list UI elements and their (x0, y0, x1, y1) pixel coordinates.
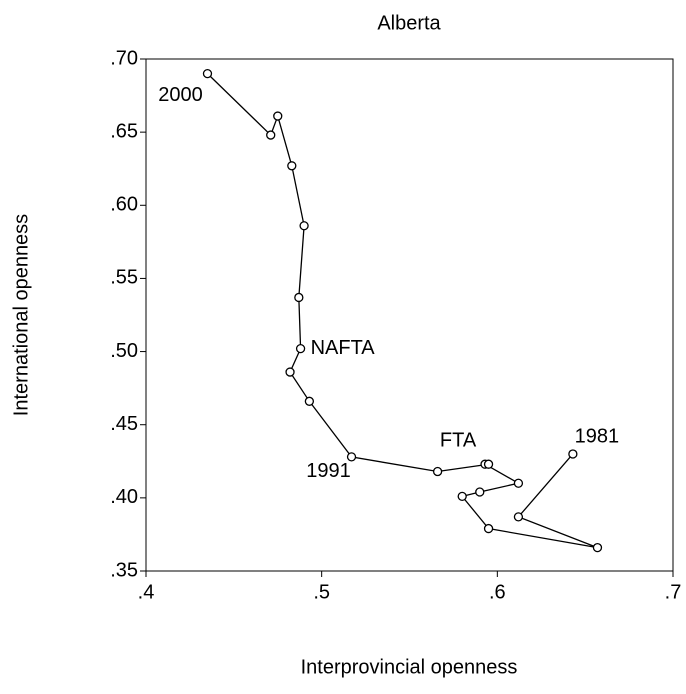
point (287, 161, 297, 171)
point (475, 487, 485, 497)
point (285, 367, 295, 377)
x-tick-label: .4 (138, 581, 155, 603)
point (202, 68, 213, 79)
point-label: 2000 (158, 84, 203, 106)
point (592, 542, 603, 553)
point (273, 111, 283, 121)
chart-title: Alberta (377, 12, 441, 34)
y-tick-label: .50 (110, 340, 138, 362)
point (299, 221, 309, 231)
point-label: NAFTA (311, 337, 376, 359)
x-tick-label: .7 (665, 581, 682, 603)
point-label: 1981 (575, 425, 620, 447)
point (266, 130, 276, 140)
point (483, 459, 494, 469)
point (432, 466, 443, 477)
point (294, 292, 304, 303)
point (483, 523, 494, 534)
x-tick-label: .6 (489, 581, 506, 603)
plot-frame (145, 58, 674, 572)
point-label: 1991 (306, 460, 351, 482)
y-tick-label: .40 (110, 486, 138, 508)
x-tick-label: .5 (313, 581, 330, 603)
y-tick-label: .45 (110, 413, 138, 435)
point (304, 396, 315, 406)
y-tick-label: .70 (110, 47, 138, 69)
y-axis-label: International openness (10, 214, 32, 416)
y-tick-label: .60 (110, 194, 138, 216)
point (457, 491, 467, 502)
point (513, 478, 524, 488)
point (513, 512, 524, 522)
point (568, 449, 578, 459)
y-tick-label: .55 (110, 267, 138, 289)
y-tick-label: .35 (110, 559, 138, 581)
x-axis-label: Interprovincial openness (301, 656, 518, 678)
point (346, 452, 357, 462)
y-tick-label: .65 (110, 120, 138, 142)
line (207, 73, 598, 549)
point-label: FTA (440, 429, 477, 451)
point (295, 343, 306, 354)
